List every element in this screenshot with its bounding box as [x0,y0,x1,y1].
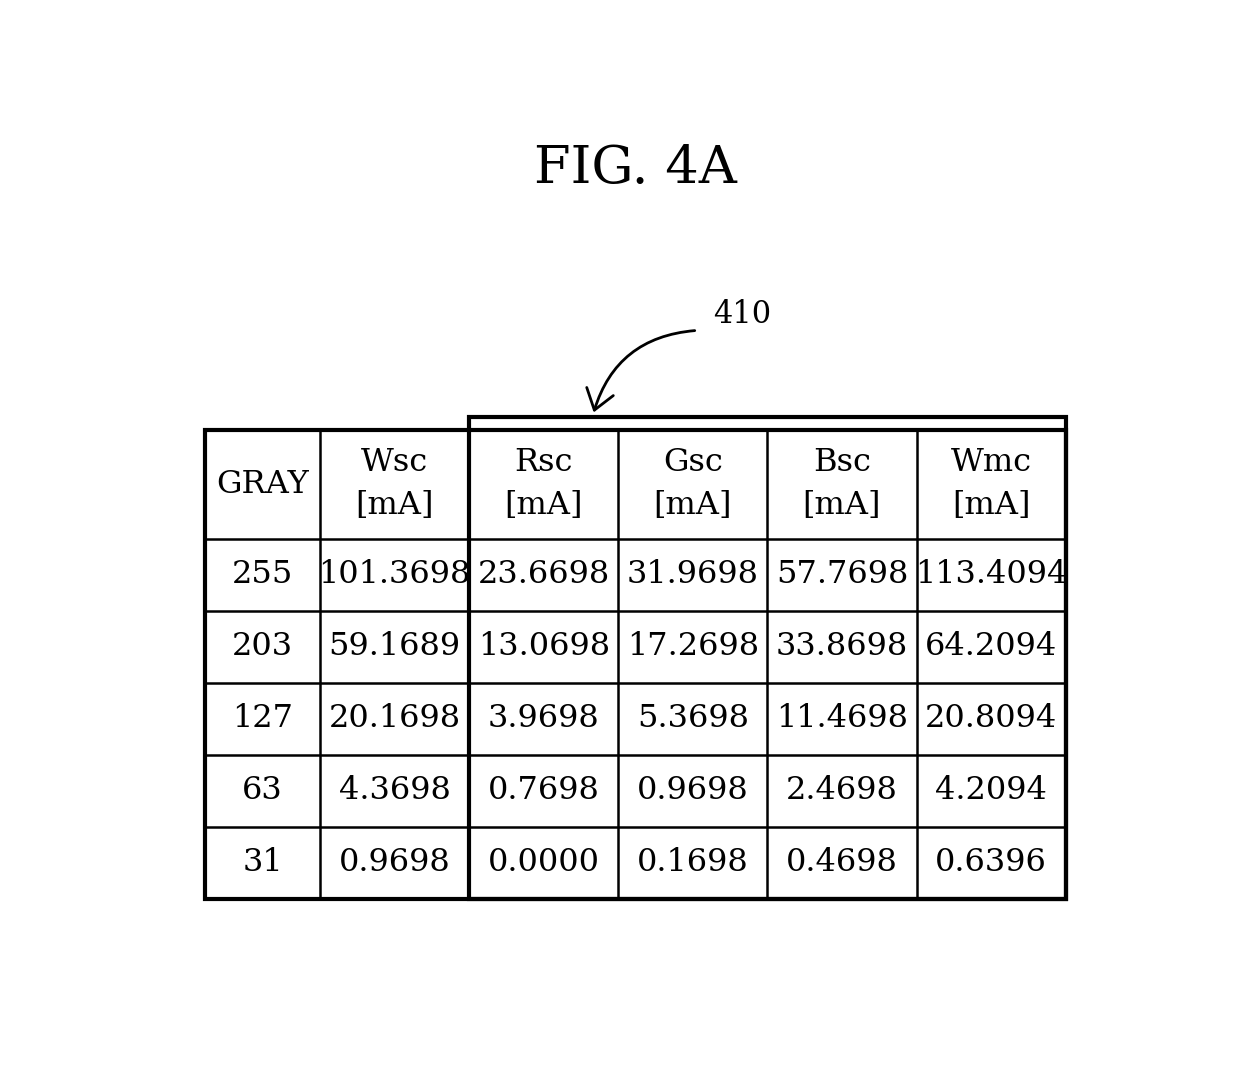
Text: Gsc
[mA]: Gsc [mA] [653,447,732,521]
Text: GRAY: GRAY [216,468,309,500]
Text: 3.9698: 3.9698 [487,703,600,734]
Text: 0.6396: 0.6396 [935,847,1047,878]
Text: 113.4094: 113.4094 [915,559,1068,590]
Text: 203: 203 [232,631,294,662]
Text: 127: 127 [232,703,293,734]
Text: 0.1698: 0.1698 [637,847,749,878]
Text: 64.2094: 64.2094 [925,631,1058,662]
Text: 0.9698: 0.9698 [339,847,450,878]
Text: 410: 410 [713,299,771,330]
FancyArrowPatch shape [587,330,694,411]
Text: Wsc
[mA]: Wsc [mA] [356,447,434,521]
Text: 5.3698: 5.3698 [637,703,749,734]
Text: 20.1698: 20.1698 [329,703,461,734]
Text: Wmc
[mA]: Wmc [mA] [951,447,1032,521]
Text: 101.3698: 101.3698 [319,559,471,590]
Text: 63: 63 [242,775,283,806]
Text: Bsc
[mA]: Bsc [mA] [802,447,882,521]
Text: 2.4698: 2.4698 [786,775,898,806]
Text: 13.0698: 13.0698 [477,631,610,662]
Text: 31: 31 [242,847,283,878]
Text: 0.7698: 0.7698 [487,775,600,806]
Text: 20.8094: 20.8094 [925,703,1058,734]
Text: 57.7698: 57.7698 [776,559,908,590]
Text: Rsc
[mA]: Rsc [mA] [505,447,583,521]
Bar [469,417,1065,898]
Text: 0.9698: 0.9698 [637,775,749,806]
Text: 23.6698: 23.6698 [477,559,610,590]
Text: 4.3698: 4.3698 [339,775,450,806]
Text: 59.1689: 59.1689 [329,631,461,662]
Bar [206,431,1065,898]
Text: 11.4698: 11.4698 [776,703,908,734]
Text: 0.4698: 0.4698 [786,847,898,878]
Text: 0.0000: 0.0000 [487,847,600,878]
Text: 33.8698: 33.8698 [776,631,908,662]
Text: 17.2698: 17.2698 [626,631,759,662]
Text: 4.2094: 4.2094 [935,775,1047,806]
Text: 255: 255 [232,559,294,590]
Text: FIG. 4A: FIG. 4A [534,144,737,194]
Text: 31.9698: 31.9698 [627,559,759,590]
